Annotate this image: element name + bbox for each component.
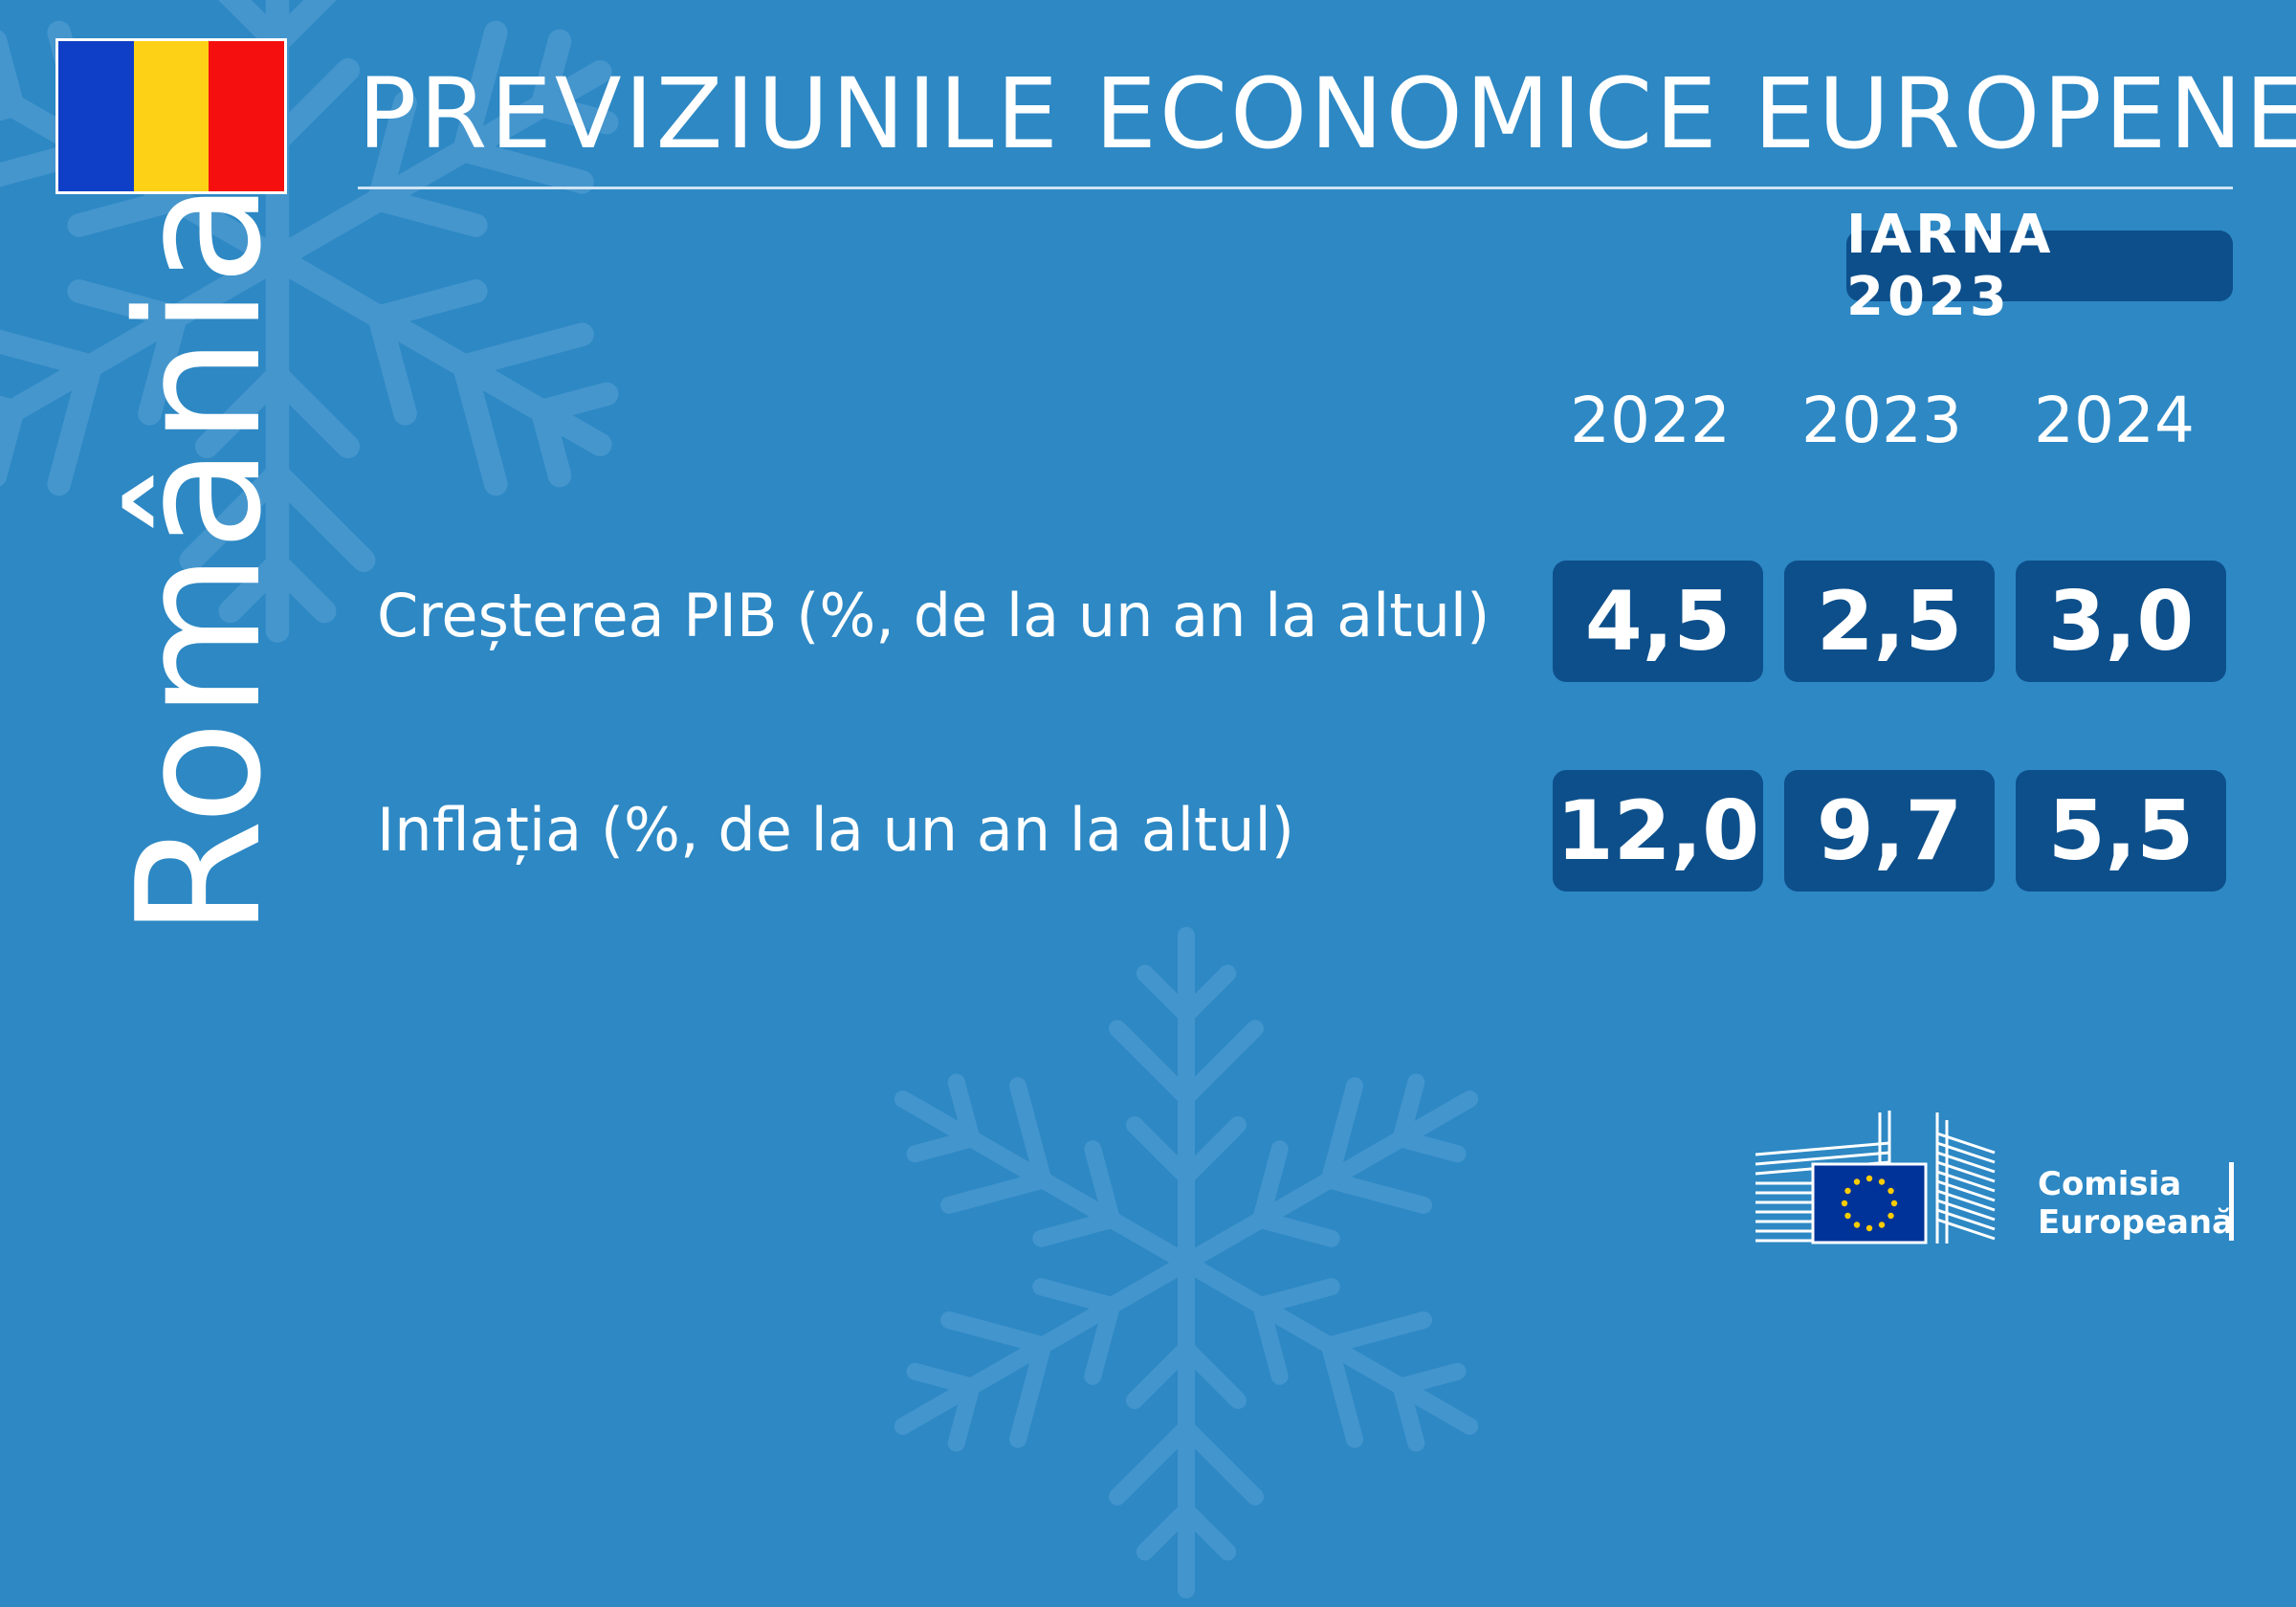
- year-header-2022: 2022: [1570, 384, 1731, 457]
- flag-stripe-yellow: [133, 41, 210, 191]
- value-cell: 2,5: [1784, 561, 1995, 682]
- flag-stripe-blue: [58, 41, 134, 191]
- row-label-inflation: Inflația (%, de la un an la altul): [377, 795, 1294, 865]
- flag-stripe-red: [209, 41, 285, 191]
- value-cell: 3,0: [2016, 561, 2226, 682]
- value-cell: 12,0: [1553, 770, 1763, 892]
- page-title: PREVIZIUNILE ECONOMICE EUROPENE: [358, 57, 2296, 171]
- logo-divider: [2229, 1162, 2234, 1241]
- row-label-gdp: Creșterea PIB (%, de la un an la altul): [377, 581, 1490, 650]
- organization-name: Comisia Europeană: [2038, 1165, 2234, 1242]
- value-cell: 4,5: [1553, 561, 1763, 682]
- year-header-2023: 2023: [1801, 384, 1962, 457]
- title-divider: [358, 187, 2233, 189]
- snowflake-icon: [842, 927, 1531, 1607]
- value-cell: 9,7: [1784, 770, 1995, 892]
- value-cell: 5,5: [2016, 770, 2226, 892]
- season-badge: IARNA 2023: [1846, 204, 2233, 328]
- european-commission-logo-icon: [1755, 1111, 1996, 1244]
- year-header-2024: 2024: [2034, 384, 2195, 457]
- country-name: România: [100, 179, 298, 937]
- romania-flag-icon: [55, 38, 287, 194]
- organization-name-line2: Europeană: [2038, 1203, 2235, 1242]
- organization-name-line1: Comisia: [2038, 1165, 2182, 1203]
